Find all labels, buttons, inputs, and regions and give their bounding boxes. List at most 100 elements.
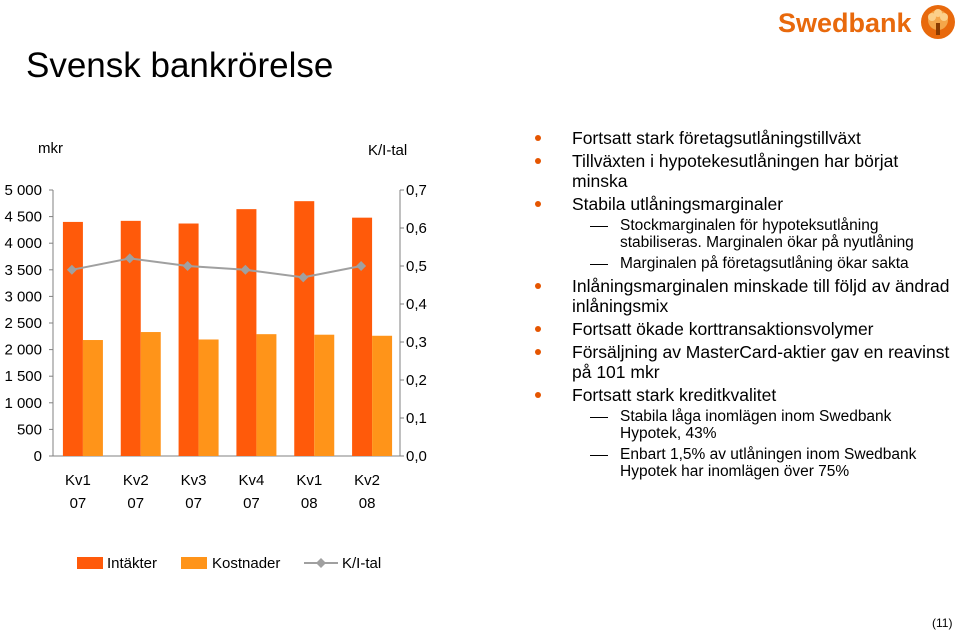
sub-bullet-dash-icon — [590, 264, 608, 265]
bullet-text: Tillväxten i hypotekesutlåningen har bör… — [572, 151, 899, 191]
bullet-dot-icon — [535, 392, 541, 398]
left-axis-tick-label: 5 000 — [4, 182, 42, 199]
bullet-dot-icon — [535, 283, 541, 289]
bar-kostnader — [140, 332, 161, 456]
right-axis-tick-label: 0,6 — [406, 220, 427, 237]
left-axis-tick-label: 3 500 — [4, 262, 42, 279]
sub-bullet-text: Marginalen på företagsutlåning ökar sakt… — [620, 255, 909, 272]
x-axis-label-year: 08 — [359, 495, 376, 512]
bullet-item: Fortsatt stark företagsutlåningstillväxt — [530, 128, 950, 148]
bar-kostnader — [372, 335, 393, 456]
sub-bullet-item: Stabila låga inomlägen inom Swedbank Hyp… — [530, 408, 950, 442]
chart-legend: Intäkter Kostnader K/I-tal — [77, 555, 381, 572]
swedbank-logo: Swedbank — [778, 5, 955, 39]
revenue-cost-chart: mkr K/I-tal 0 500 1 000 1 500 2 000 2 500 3 00… — [4, 140, 427, 572]
left-axis-tick-label: 4 500 — [4, 209, 42, 226]
bullet-dot-icon — [535, 201, 541, 207]
left-axis-tick-label: 500 — [17, 421, 42, 438]
sub-bullet-text: Stockmarginalen för hypoteksutlåning sta… — [620, 217, 914, 251]
bar-kostnader — [82, 340, 103, 456]
sub-bullet-dash-icon — [590, 226, 608, 227]
x-axis-label-quarter: Kv4 — [238, 472, 264, 489]
logo-wordmark: Swedbank — [778, 8, 913, 38]
x-axis-label-quarter: Kv1 — [296, 472, 322, 489]
bar-intakter — [294, 201, 315, 456]
right-axis-tick-label: 0,1 — [406, 410, 427, 427]
bar-kostnader — [256, 334, 277, 456]
bullet-dot-icon — [535, 326, 541, 332]
bullet-group: Fortsatt ökade korttransaktionsvolymer — [530, 319, 950, 339]
left-axis-tick-label: 2 000 — [4, 342, 42, 359]
bullet-text: Stabila utlåningsmarginaler — [572, 194, 784, 214]
slide-title: Svensk bankrörelse — [26, 46, 334, 85]
ki-tal-point — [182, 261, 193, 271]
bullet-group: Tillväxten i hypotekesutlåningen har bör… — [530, 151, 950, 191]
sub-bullet-item: Marginalen på företagsutlåning ökar sakt… — [530, 255, 950, 272]
page-number: (11) — [932, 616, 953, 630]
left-axis-tick-label: 1 500 — [4, 368, 42, 385]
bullet-text: Inlåningsmarginalen minskade till följd … — [572, 276, 950, 316]
bullet-list: Fortsatt stark företagsutlåningstillväxt… — [530, 128, 950, 484]
sub-bullet-item: Enbart 1,5% av utlåningen inom Swedbank … — [530, 446, 950, 480]
legend-label-intakter: Intäkter — [107, 555, 157, 572]
sub-bullet-item: Stockmarginalen för hypoteksutlåning sta… — [530, 217, 950, 251]
bullet-group: Fortsatt stark företagsutlåningstillväxt — [530, 128, 950, 148]
right-axis-tick-label: 0,0 — [406, 448, 427, 465]
bullet-item: Tillväxten i hypotekesutlåningen har bör… — [530, 151, 950, 191]
bar-kostnader — [314, 334, 335, 456]
bullet-group: Stabila utlåningsmarginaler Stockmarginal… — [530, 194, 950, 272]
right-axis-tick-label: 0,3 — [406, 334, 427, 351]
right-axis-tick-label: 0,4 — [406, 296, 427, 313]
bullet-item: Fortsatt stark kreditkvalitet — [530, 385, 950, 405]
left-axis-tick-label: 3 000 — [4, 288, 42, 305]
bullet-group: Inlåningsmarginalen minskade till följd … — [530, 276, 950, 316]
right-axis-tick-label: 0,7 — [406, 182, 427, 199]
x-axis-label-year: 08 — [301, 495, 318, 512]
bullet-dot-icon — [535, 135, 541, 141]
ki-tal-point — [66, 264, 77, 275]
left-axis-tick-label: 4 000 — [4, 235, 42, 252]
right-axis-tick-label: 0,2 — [406, 372, 427, 389]
legend-swatch-kostnader — [181, 557, 207, 569]
ki-tal-line — [71, 257, 362, 279]
left-axis-label: mkr — [38, 140, 63, 157]
legend-label-kostnader: Kostnader — [212, 555, 280, 572]
x-axis-label-quarter: Kv2 — [354, 472, 380, 489]
x-axis-label-quarter: Kv3 — [181, 472, 207, 489]
ki-tal-point — [298, 272, 309, 283]
bullet-group: Försäljning av MasterCard-aktier gav en … — [530, 342, 950, 382]
bullet-item: Inlåningsmarginalen minskade till följd … — [530, 276, 950, 316]
sub-bullet-text: Stabila låga inomlägen inom Swedbank Hyp… — [620, 408, 892, 442]
bullet-text: Försäljning av MasterCard-aktier gav en … — [572, 342, 950, 382]
left-axis-tick-label: 0 — [34, 448, 42, 465]
ki-tal-point — [356, 261, 367, 271]
sub-bullet-text: Enbart 1,5% av utlåningen inom Swedbank … — [620, 446, 917, 480]
left-axis-tick-label: 1 000 — [4, 395, 42, 412]
right-axis-tick-label: 0,5 — [406, 258, 427, 275]
x-axis-label-quarter: Kv1 — [65, 472, 91, 489]
bar-intakter — [352, 217, 373, 456]
bar-intakter — [120, 220, 141, 456]
bar-intakter — [236, 209, 257, 456]
bar-intakter — [62, 221, 83, 456]
bar-kostnader — [198, 339, 219, 456]
bullet-text: Fortsatt stark företagsutlåningstillväxt — [572, 128, 861, 148]
right-axis-label: K/I-tal — [368, 142, 407, 159]
sub-bullet-dash-icon — [590, 455, 608, 456]
x-axis-label-year: 07 — [127, 495, 144, 512]
ki-tal-point — [240, 264, 251, 275]
bullet-item: Försäljning av MasterCard-aktier gav en … — [530, 342, 950, 382]
sub-bullet-dash-icon — [590, 417, 608, 418]
x-axis-label-year: 07 — [185, 495, 202, 512]
oak-tree-icon — [921, 5, 955, 39]
legend-label-ki: K/I-tal — [342, 555, 381, 572]
ki-tal-point — [124, 253, 135, 264]
bullet-item: Fortsatt ökade korttransaktionsvolymer — [530, 319, 950, 339]
x-axis-label-quarter: Kv2 — [123, 472, 149, 489]
bullet-group: Fortsatt stark kreditkvalitet Stabila låg… — [530, 385, 950, 480]
bullet-text: Fortsatt stark kreditkvalitet — [572, 385, 777, 405]
bar-intakter — [178, 223, 199, 456]
left-axis-tick-label: 2 500 — [4, 315, 42, 332]
bullet-item: Stabila utlåningsmarginaler — [530, 194, 950, 214]
legend-marker-ki — [316, 558, 326, 568]
